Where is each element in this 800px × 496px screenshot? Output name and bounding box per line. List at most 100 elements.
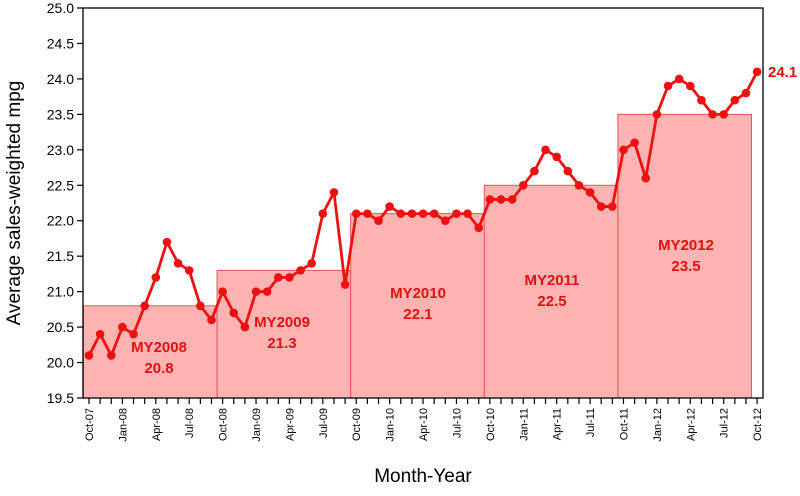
x-tick-label: Jul-08 bbox=[184, 408, 196, 438]
x-tick-label: Apr-09 bbox=[284, 408, 296, 441]
data-point bbox=[207, 315, 216, 325]
data-point bbox=[507, 195, 517, 204]
data-point bbox=[418, 209, 428, 218]
y-tick-label: 21.5 bbox=[47, 248, 74, 264]
x-tick-label: Apr-11 bbox=[552, 408, 564, 440]
x-tick-label: Oct-08 bbox=[218, 408, 230, 441]
data-point bbox=[641, 173, 651, 183]
y-tick-label: 22.0 bbox=[47, 213, 74, 229]
y-tick-label: 23.5 bbox=[47, 106, 74, 122]
data-point bbox=[385, 202, 394, 211]
data-point bbox=[752, 67, 762, 77]
data-point bbox=[151, 273, 161, 282]
data-point bbox=[463, 209, 472, 218]
data-point bbox=[307, 258, 317, 268]
y-tick-label: 21.0 bbox=[47, 284, 74, 300]
data-point bbox=[340, 280, 350, 289]
y-tick-label: 19.5 bbox=[47, 390, 74, 406]
x-axis-label: Month-Year bbox=[374, 466, 472, 487]
data-point bbox=[318, 209, 328, 218]
x-tick-label: Jan-11 bbox=[518, 408, 530, 441]
data-point bbox=[608, 202, 617, 211]
data-point bbox=[196, 301, 205, 311]
model-year-value: 22.5 bbox=[537, 293, 566, 310]
model-year-value: 20.8 bbox=[144, 360, 173, 377]
x-tick-label: Jul-12 bbox=[719, 408, 731, 438]
x-tick-label: Apr-12 bbox=[685, 408, 697, 441]
data-point bbox=[574, 180, 584, 190]
data-point bbox=[730, 95, 740, 105]
data-point bbox=[118, 322, 127, 332]
data-point bbox=[329, 188, 339, 197]
data-point bbox=[363, 209, 372, 218]
data-point bbox=[685, 81, 695, 91]
data-point bbox=[563, 166, 573, 176]
data-point bbox=[585, 188, 595, 197]
data-point bbox=[140, 301, 149, 311]
model-year-value: 23.5 bbox=[671, 258, 700, 275]
y-tick-label: 24.5 bbox=[47, 35, 74, 51]
data-point bbox=[674, 74, 684, 84]
data-point bbox=[240, 322, 250, 332]
data-point bbox=[218, 287, 227, 296]
data-point bbox=[262, 287, 272, 296]
data-point bbox=[173, 258, 183, 268]
x-tick-label: Oct-09 bbox=[351, 408, 363, 441]
model-year-label: MY2012 bbox=[658, 237, 714, 254]
x-tick-label: Jan-08 bbox=[117, 408, 129, 442]
data-point bbox=[452, 209, 461, 218]
y-tick-label: 20.0 bbox=[47, 355, 74, 371]
x-tick-label: Apr-10 bbox=[418, 408, 430, 441]
data-point bbox=[518, 180, 528, 190]
data-point bbox=[429, 209, 439, 218]
last-value-label: 24.1 bbox=[768, 64, 797, 81]
data-point bbox=[441, 216, 450, 226]
data-point bbox=[596, 202, 606, 211]
data-point bbox=[129, 329, 138, 339]
y-tick-label: 24.0 bbox=[47, 71, 74, 87]
x-tick-label: Apr-08 bbox=[151, 408, 163, 441]
data-point bbox=[663, 81, 673, 91]
data-point bbox=[95, 329, 105, 339]
x-tick-label: Oct-11 bbox=[618, 408, 630, 440]
data-point bbox=[251, 287, 261, 296]
data-point bbox=[396, 209, 406, 218]
y-tick-label: 20.5 bbox=[47, 319, 74, 335]
data-point bbox=[285, 273, 294, 282]
x-tick-label: Oct-12 bbox=[752, 408, 764, 441]
data-point bbox=[552, 152, 561, 162]
x-tick-label: Jan-09 bbox=[251, 408, 263, 442]
data-point bbox=[162, 237, 172, 247]
x-tick-label: Jan-12 bbox=[652, 408, 664, 442]
data-point bbox=[296, 266, 305, 275]
model-year-label: MY2009 bbox=[254, 314, 310, 331]
x-tick-label: Oct-10 bbox=[485, 408, 497, 441]
data-point bbox=[374, 216, 383, 226]
y-tick-label: 25.0 bbox=[47, 0, 74, 16]
data-point bbox=[530, 166, 539, 176]
data-point bbox=[474, 223, 484, 233]
data-point bbox=[541, 145, 550, 155]
x-tick-label: Jul-10 bbox=[451, 408, 463, 438]
data-point bbox=[229, 308, 239, 318]
data-point bbox=[697, 95, 706, 105]
model-year-label: MY2011 bbox=[524, 272, 579, 289]
x-tick-label: Jul-09 bbox=[318, 408, 330, 438]
data-point bbox=[652, 110, 662, 119]
y-tick-label: 23.0 bbox=[47, 142, 74, 158]
data-point bbox=[184, 266, 194, 275]
data-point bbox=[619, 145, 628, 155]
y-tick-label: 22.5 bbox=[47, 177, 74, 193]
model-year-label: MY2008 bbox=[131, 339, 187, 356]
model-year-value: 21.3 bbox=[267, 335, 296, 352]
data-point bbox=[708, 110, 717, 119]
data-point bbox=[719, 110, 728, 119]
data-point bbox=[485, 195, 495, 204]
data-point bbox=[630, 138, 639, 148]
data-point bbox=[496, 195, 506, 204]
x-tick-label: Jul-11 bbox=[585, 408, 597, 437]
model-year-bar bbox=[216, 269, 352, 399]
model-year-label: MY2010 bbox=[390, 285, 446, 302]
model-year-bar bbox=[82, 305, 218, 399]
